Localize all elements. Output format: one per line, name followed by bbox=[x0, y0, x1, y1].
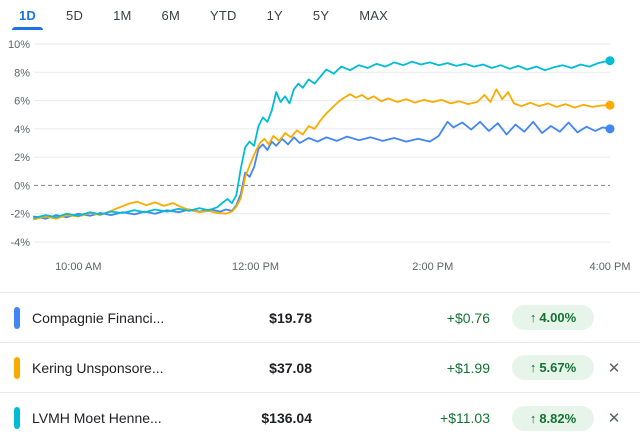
svg-text:2%: 2% bbox=[14, 152, 30, 164]
arrow-up-icon: ↑ bbox=[529, 360, 537, 375]
quote-row-kering[interactable]: Kering Unsponsore... $37.08 +$1.99 ↑ 5.6… bbox=[0, 343, 640, 393]
svg-text:-2%: -2% bbox=[10, 209, 30, 221]
tab-5d[interactable]: 5D bbox=[51, 0, 98, 30]
tab-5y[interactable]: 5Y bbox=[298, 0, 344, 30]
quote-percent-badge: ↑ 4.00% bbox=[512, 305, 594, 330]
quote-name: Kering Unsponsore... bbox=[32, 359, 164, 376]
quote-change: +$0.76 bbox=[446, 309, 490, 326]
quote-name: LVMH Moet Henne... bbox=[32, 410, 162, 426]
tab-6m[interactable]: 6M bbox=[147, 0, 195, 30]
quote-price: $37.08 bbox=[269, 359, 312, 376]
series-color-indicator bbox=[14, 407, 20, 429]
quote-percent: 4.00% bbox=[539, 310, 577, 325]
remove-quote-button[interactable]: ✕ bbox=[607, 359, 621, 377]
svg-text:-4%: -4% bbox=[10, 237, 30, 249]
tab-max[interactable]: MAX bbox=[344, 0, 403, 30]
tab-1m[interactable]: 1M bbox=[98, 0, 146, 30]
svg-text:10:00 AM: 10:00 AM bbox=[55, 261, 101, 273]
range-tabs: 1D 5D 1M 6M YTD 1Y 5Y MAX bbox=[0, 0, 640, 30]
svg-text:0%: 0% bbox=[14, 180, 30, 192]
quote-list: Compagnie Financi... $19.78 +$0.76 ↑ 4.0… bbox=[0, 292, 640, 443]
svg-text:12:00 PM: 12:00 PM bbox=[232, 261, 279, 273]
quote-price: $19.78 bbox=[269, 309, 312, 326]
quote-percent-badge: ↑ 8.82% bbox=[512, 405, 594, 431]
quote-percent: 5.67% bbox=[539, 360, 577, 375]
quote-change: +$1.99 bbox=[446, 359, 490, 376]
svg-text:8%: 8% bbox=[14, 67, 30, 79]
svg-text:10%: 10% bbox=[8, 39, 30, 51]
quote-percent-badge: ↑ 5.67% bbox=[512, 355, 594, 380]
quote-price: $136.04 bbox=[261, 410, 312, 426]
quote-name: Compagnie Financi... bbox=[32, 309, 165, 326]
arrow-up-icon: ↑ bbox=[529, 410, 537, 426]
arrow-up-icon: ↑ bbox=[529, 310, 537, 325]
quote-row-lvmh[interactable]: LVMH Moet Henne... $136.04 +$11.03 ↑ 8.8… bbox=[0, 393, 640, 443]
svg-text:2:00 PM: 2:00 PM bbox=[412, 261, 453, 273]
series-color-indicator bbox=[14, 356, 20, 379]
svg-text:6%: 6% bbox=[14, 96, 30, 108]
quote-row-compagnie[interactable]: Compagnie Financi... $19.78 +$0.76 ↑ 4.0… bbox=[0, 293, 640, 343]
series-color-indicator bbox=[14, 306, 20, 329]
svg-text:4%: 4% bbox=[14, 124, 30, 136]
svg-text:4:00 PM: 4:00 PM bbox=[590, 261, 631, 273]
quote-change: +$11.03 bbox=[440, 410, 490, 426]
tab-1d[interactable]: 1D bbox=[4, 0, 51, 30]
price-chart[interactable]: 10% 8% 6% 4% 2% 0% -2% -4% 10:00 AM 12:00 PM 2:00 … bbox=[0, 30, 640, 292]
remove-quote-button[interactable]: ✕ bbox=[607, 410, 621, 427]
tab-1y[interactable]: 1Y bbox=[252, 0, 298, 30]
chart-canvas: 10% 8% 6% 4% 2% 0% -2% -4% 10:00 AM 12:00 PM 2:00 … bbox=[8, 39, 631, 273]
tab-ytd[interactable]: YTD bbox=[195, 0, 252, 30]
quote-percent: 8.82% bbox=[539, 410, 577, 426]
